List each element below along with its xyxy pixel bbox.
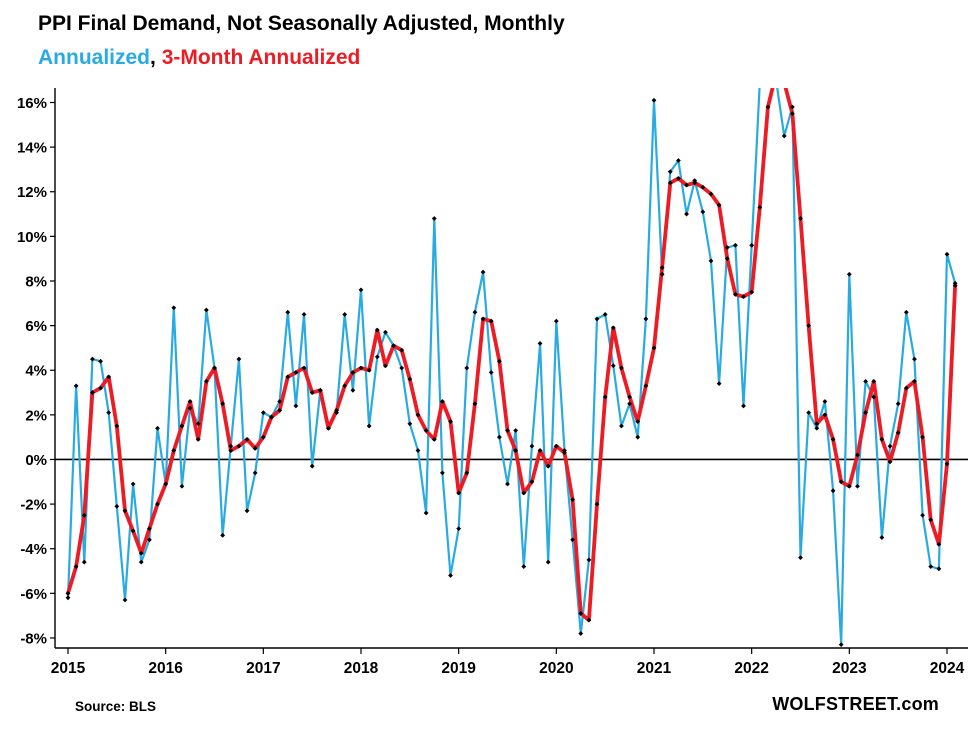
x-tick-label: 2020	[539, 660, 573, 677]
chart-title: PPI Final Demand, Not Seasonally Adjuste…	[38, 12, 565, 35]
legend-3month-annualized-label: 3-Month Annualized	[161, 46, 361, 69]
x-tick-label: 2022	[734, 660, 768, 677]
y-tick-label: -2%	[20, 497, 47, 514]
chart-subtitle: Annualized, 3-Month Annualized	[38, 46, 360, 70]
y-tick-label: -6%	[20, 586, 47, 603]
y-tick-label: 16%	[17, 95, 47, 112]
y-tick-label: 2%	[25, 407, 47, 424]
x-tick-label: 2015	[51, 660, 86, 677]
y-tick-label: 10%	[17, 229, 47, 246]
y-tick-label: 0%	[25, 452, 47, 469]
legend-separator: ,	[150, 46, 162, 69]
y-tick-label: 4%	[25, 363, 47, 380]
x-tick-label: 2016	[148, 660, 183, 677]
series-line-annualized	[66, 88, 957, 646]
x-tick-label: 2021	[637, 660, 672, 677]
y-tick-label: 12%	[17, 184, 47, 201]
source-label: Source: BLS	[75, 699, 157, 714]
y-tick-label: -8%	[20, 630, 47, 647]
series-markers-annualized	[65, 97, 958, 648]
series-markers-3-month-annualized	[65, 104, 958, 623]
y-tick-label: 14%	[17, 140, 47, 157]
x-tick-label: 2024	[930, 660, 965, 677]
x-tick-label: 2018	[344, 660, 379, 677]
watermark: WOLFSTREET.com	[772, 694, 939, 714]
y-tick-label: -4%	[20, 541, 47, 558]
y-tick-label: 6%	[25, 318, 47, 335]
legend-annualized-label: Annualized	[38, 46, 151, 69]
x-tick-label: 2023	[832, 660, 867, 677]
y-tick-label: 8%	[25, 273, 47, 290]
x-tick-label: 2017	[246, 660, 280, 677]
series-line-3-month-annualized	[66, 88, 957, 622]
x-tick-label: 2019	[441, 660, 476, 677]
